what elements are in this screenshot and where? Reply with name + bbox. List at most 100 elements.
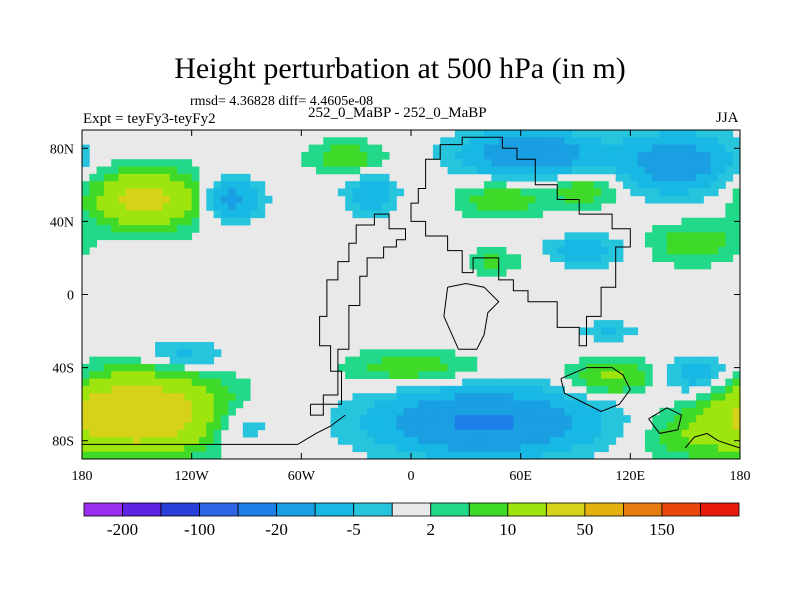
contour-cell [498,422,507,431]
contour-cell [140,188,149,197]
contour-cell [696,356,704,365]
contour-cell [169,444,178,453]
y-tick-label: 0 [67,289,74,304]
contour-cell [681,363,690,372]
contour-cell [191,378,200,387]
contour-cell [527,159,536,167]
contour-cell [140,378,149,387]
contour-cell [345,195,353,204]
contour-cell [644,159,653,167]
contour-cell [732,239,740,248]
contour-cell [542,203,551,211]
contour-cell [527,422,536,431]
contour-cell [169,188,178,197]
contour-cell [133,159,141,167]
contour-cell [498,444,507,453]
contour-cell [710,429,719,438]
contour-cell [725,203,734,211]
contour-cell [484,181,492,189]
contour-cell [542,407,551,416]
contour-cell [118,356,127,365]
colorbar-label: 50 [576,520,593,539]
contour-cell [103,385,112,394]
contour-cell [162,415,171,423]
contour-cell [579,407,587,416]
contour-cell [520,137,529,146]
contour-cell [703,422,712,431]
contour-cell [491,407,500,416]
contour-cell [484,159,492,167]
contour-cell [184,385,193,394]
contour-cell [652,130,660,138]
contour-cell [469,437,478,445]
contour-cell [681,437,690,445]
contour-cell [118,385,127,394]
coastline-north-america [310,213,406,416]
contour-cell [527,203,536,211]
contour-cell [725,137,734,146]
contour-cell [447,144,456,153]
contour-cell [718,239,726,248]
contour-cell [140,444,149,453]
contour-cell [140,166,149,175]
contour-cell [674,429,682,438]
contour-cell [82,371,90,379]
contour-cell [491,159,500,167]
contour-cell [352,429,361,438]
contour-cell [674,363,682,372]
contour-cell [396,356,405,365]
contour-cell [191,173,200,182]
contour-cell [367,181,375,189]
contour-cell [125,173,134,182]
contour-cell [688,144,697,153]
contour-cell [133,429,141,438]
contour-cell [462,393,470,401]
contour-cell [601,320,609,328]
contour-cell [535,415,543,423]
contour-cell [425,371,434,379]
contour-cell [506,407,514,416]
contour-cell [198,400,207,409]
contour-cell [177,400,185,409]
contour-cell [681,173,690,182]
contour-cell [103,437,112,445]
coastline-island-east [648,407,683,434]
contour-cell [608,429,617,438]
contour-cell [681,400,690,409]
contour-cell [601,137,609,146]
contour-cell [484,188,492,197]
contour-cell [133,371,141,379]
contour-cell [681,407,690,416]
contour-cell [169,437,178,445]
contour-cell [520,385,529,394]
contour-cell [659,181,668,189]
contour-cell [235,217,244,226]
contour-cell [703,181,712,189]
contour-cell [527,188,536,197]
contour-cell [242,188,251,197]
contour-cell [644,239,653,248]
contour-cell [579,378,587,387]
contour-cell [542,429,551,438]
contour-cell [615,130,624,138]
contour-cell [469,444,478,453]
contour-cell [542,246,551,255]
y-tick-label: 40S [52,362,74,377]
contour-cell [198,451,207,459]
contour-cell [345,429,353,438]
contour-cell [162,225,171,233]
contour-cell [140,371,149,379]
contour-cell [732,371,740,379]
contour-cell [688,378,697,387]
contour-cell [476,203,485,211]
contour-cell [432,349,441,358]
contour-cell [696,130,704,138]
contour-cell [213,203,222,211]
contour-cell [513,210,522,219]
contour-cell [637,188,646,197]
contour-cell [674,415,682,423]
contour-cell [169,415,178,423]
contour-cell [432,422,441,431]
contour-cell [337,137,346,146]
contour-cell [191,225,200,233]
